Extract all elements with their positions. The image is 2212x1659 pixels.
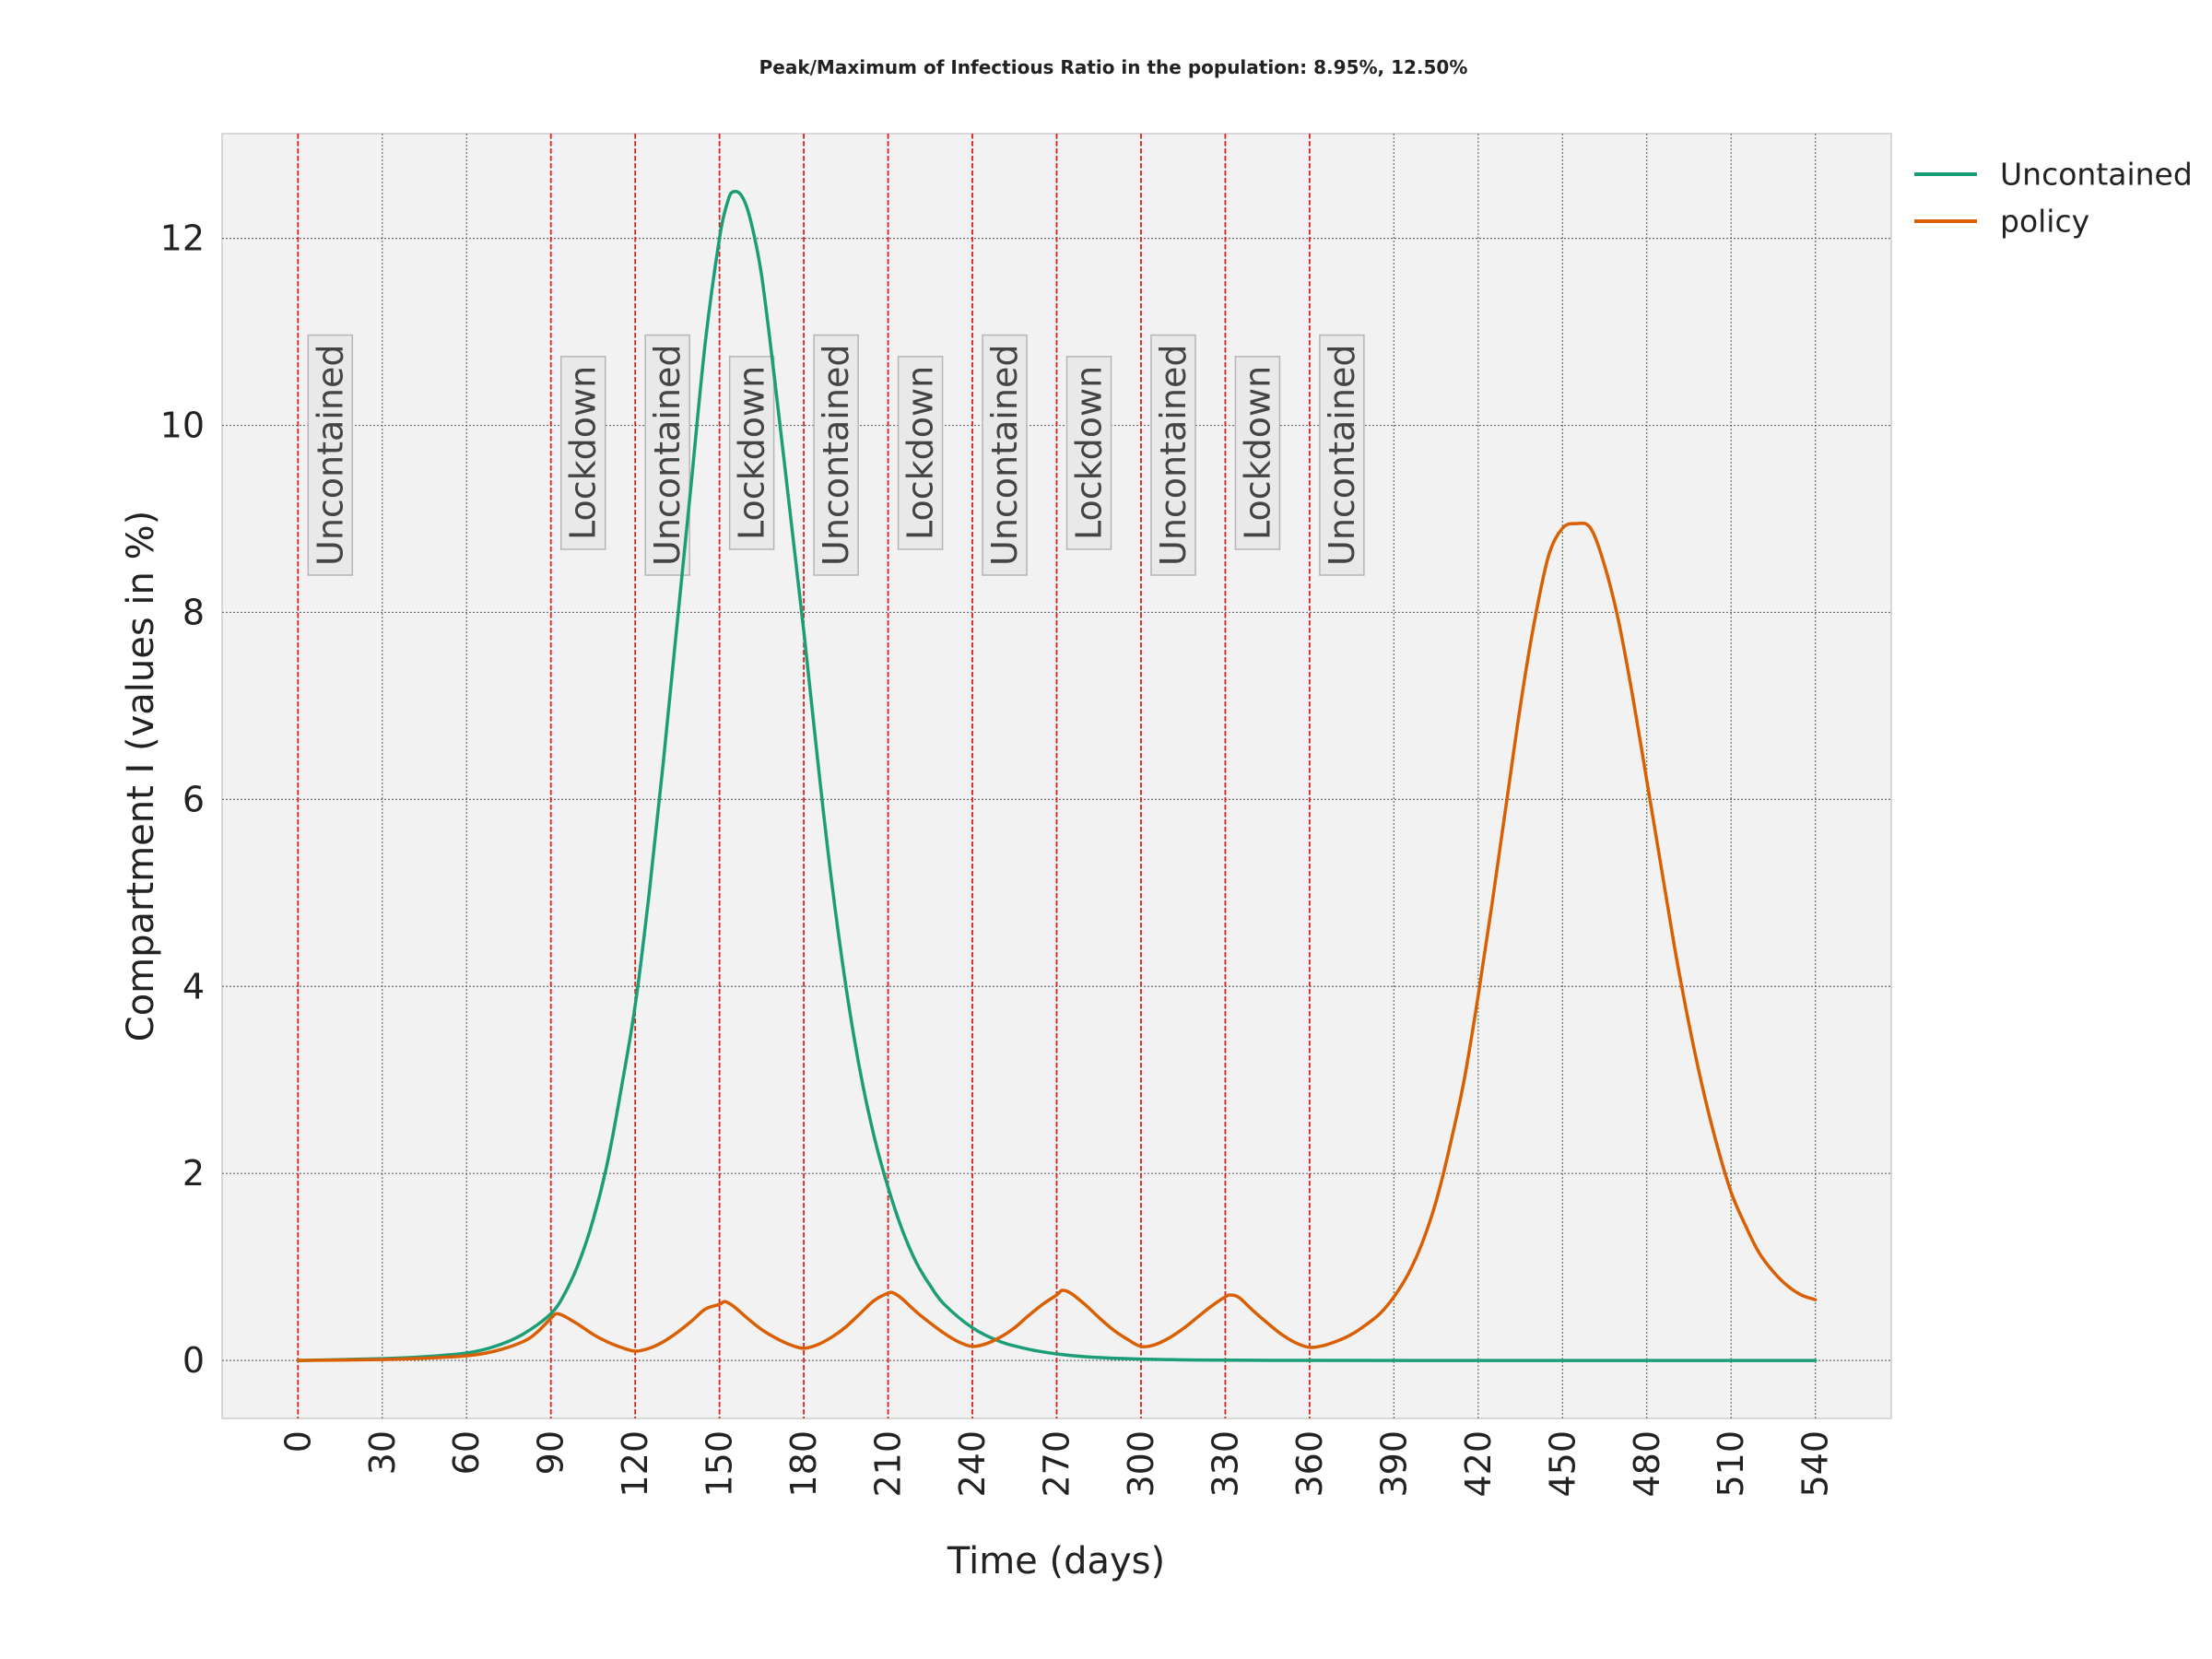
legend: Uncontained policy	[1914, 157, 2193, 240]
phase-label: Uncontained	[644, 334, 690, 576]
phase-label-text: Lockdown	[563, 366, 604, 540]
x-tick-label: 420	[1458, 1430, 1499, 1498]
phase-markers: Uncontained Lockdown Uncontained Lockdown Un…	[297, 134, 1365, 1418]
phase-label: Uncontained	[307, 334, 354, 576]
phase-label-box	[1234, 356, 1281, 550]
phase-label-text: Uncontained	[984, 345, 1025, 566]
y-tick-label: 12	[160, 218, 205, 259]
phase-label: Lockdown	[1234, 356, 1281, 550]
phase-label-text: Uncontained	[310, 345, 350, 566]
phase-label-box	[728, 356, 775, 550]
axis-ticks: 0 30 60 90 120 150 180 210 240 270 300 330 360 390 420…	[160, 218, 1836, 1498]
x-tick-label: 330	[1205, 1430, 1245, 1498]
phase-label: Lockdown	[897, 356, 944, 550]
x-axis-label: Time (days)	[947, 1540, 1165, 1583]
x-tick-label: 0	[277, 1430, 318, 1453]
phase-label: Uncontained	[1319, 334, 1365, 576]
chart-title: Peak/Maximum of Infectious Ratio in the …	[759, 56, 1468, 78]
phase-label-text: Lockdown	[732, 366, 772, 540]
y-axis-label: Compartment I (values in %)	[120, 511, 162, 1041]
y-tick-label: 8	[182, 592, 205, 632]
phase-label-box	[1065, 356, 1112, 550]
x-tick-label: 450	[1542, 1430, 1583, 1498]
y-tick-label: 6	[182, 779, 205, 819]
phase-label-box	[813, 334, 859, 576]
y-tick-label: 4	[182, 966, 205, 1006]
y-tick-label: 2	[182, 1153, 205, 1194]
x-tick-label: 300	[1121, 1430, 1161, 1498]
phase-label-box	[1319, 334, 1365, 576]
phase-label-text: Uncontained	[1153, 345, 1194, 566]
x-tick-label: 360	[1289, 1430, 1330, 1498]
phase-label-text: Lockdown	[1069, 366, 1110, 540]
x-tick-label: 210	[868, 1430, 909, 1498]
phase-label: Lockdown	[559, 356, 606, 550]
phase-label: Uncontained	[982, 334, 1028, 576]
phase-label: Uncontained	[813, 334, 859, 576]
x-tick-label: 510	[1711, 1430, 1751, 1498]
phase-label-box	[982, 334, 1028, 576]
x-tick-label: 390	[1373, 1430, 1414, 1498]
legend-item: Uncontained	[1914, 157, 2193, 193]
phase-label-text: Uncontained	[1322, 345, 1362, 566]
phase-label-text: Uncontained	[647, 345, 688, 566]
phase-label-text: Uncontained	[816, 345, 856, 566]
phase-label: Lockdown	[728, 356, 775, 550]
phase-label: Lockdown	[1065, 356, 1112, 550]
series-line-policy	[296, 521, 1818, 1362]
x-tick-label: 180	[783, 1430, 824, 1498]
x-tick-label: 60	[446, 1430, 487, 1475]
x-tick-label: 90	[531, 1430, 571, 1475]
x-tick-label: 480	[1627, 1430, 1667, 1498]
phase-label-text: Lockdown	[900, 366, 941, 540]
phase-label: Uncontained	[1150, 334, 1196, 576]
phase-label-box	[559, 356, 606, 550]
x-tick-label: 240	[952, 1430, 993, 1498]
phase-label-box	[307, 334, 354, 576]
y-tick-label: 0	[182, 1340, 205, 1381]
legend-label: Uncontained	[2000, 157, 2193, 193]
phase-label-box	[1150, 334, 1196, 576]
x-tick-label: 120	[615, 1430, 655, 1498]
phase-label-text: Lockdown	[1237, 366, 1277, 540]
x-tick-label: 30	[362, 1430, 403, 1475]
x-tick-label: 540	[1795, 1430, 1836, 1498]
series-line-uncontained	[296, 189, 1818, 1362]
y-tick-label: 10	[160, 406, 205, 446]
x-tick-label: 270	[1037, 1430, 1077, 1498]
legend-label: policy	[2000, 204, 2089, 240]
phase-label-box	[644, 334, 690, 576]
series-lines	[296, 189, 1818, 1362]
x-tick-label: 150	[700, 1430, 740, 1498]
legend-item: policy	[1914, 204, 2089, 240]
phase-label-box	[897, 356, 944, 550]
